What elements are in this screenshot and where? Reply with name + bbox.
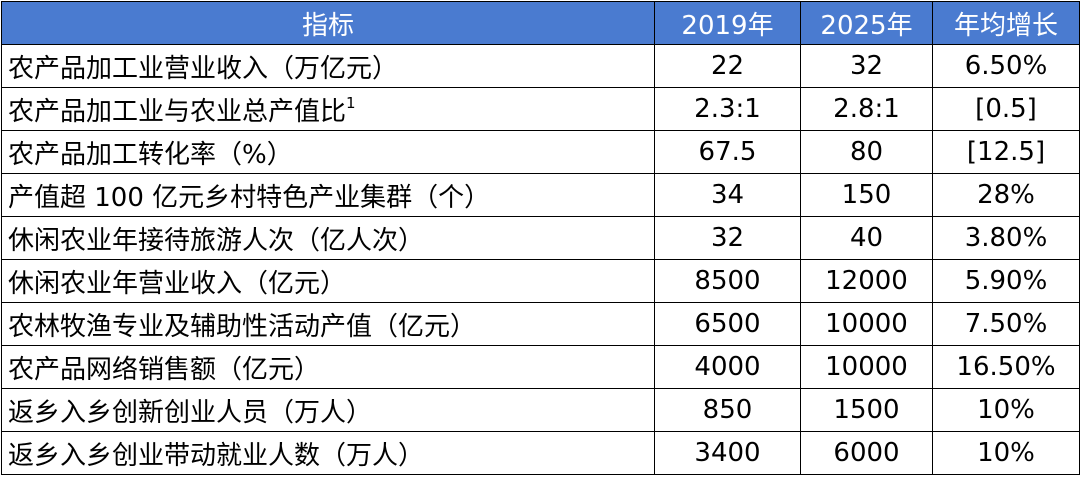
table-row: 农林牧渔专业及辅助性活动产值（亿元） 6500 10000 7.50% — [1, 302, 1080, 346]
value-cell: 34 — [654, 173, 801, 217]
value-cell: 32 — [654, 216, 801, 260]
label-text: 休闲农业年营业收入（亿元） — [8, 268, 347, 299]
row-label: 休闲农业年接待旅游人次（亿人次） — [1, 216, 655, 260]
value-cell: 2.8:1 — [800, 87, 933, 131]
value-cell: 6.50% — [932, 44, 1080, 88]
header-cell: 年均增长 — [932, 1, 1080, 45]
label-text: 农林牧渔专业及辅助性活动产值（亿元） — [8, 311, 477, 342]
header-row: 指标 2019年 2025年 年均增长 — [1, 1, 1080, 45]
table-row: 农产品网络销售额（亿元） 4000 10000 16.50% — [1, 345, 1080, 389]
row-label: 农产品加工业与农业总产值比1 — [1, 87, 655, 131]
value-cell: [0.5] — [932, 87, 1080, 131]
header-cell: 2019年 — [654, 1, 801, 45]
value-cell: 40 — [800, 216, 933, 260]
label-text: 农产品加工业与农业总产值比 — [8, 96, 347, 127]
row-label: 农产品加工转化率（%） — [1, 130, 655, 174]
table-row: 返乡入乡创业带动就业人数（万人） 3400 6000 10% — [1, 431, 1080, 475]
table-row: 返乡入乡创新创业人员（万人） 850 1500 10% — [1, 388, 1080, 432]
row-label: 农林牧渔专业及辅助性活动产值（亿元） — [1, 302, 655, 346]
value-cell: 3.80% — [932, 216, 1080, 260]
value-cell: 32 — [800, 44, 933, 88]
value-cell: 6000 — [800, 431, 933, 475]
value-cell: 67.5 — [654, 130, 801, 174]
table-row: 农产品加工业与农业总产值比1 2.3:1 2.8:1 [0.5] — [1, 87, 1080, 131]
label-text: 休闲农业年接待旅游人次（亿人次） — [8, 225, 425, 256]
value-cell: 4000 — [654, 345, 801, 389]
row-label: 返乡入乡创新创业人员（万人） — [1, 388, 655, 432]
value-cell: 10000 — [800, 345, 933, 389]
row-label: 产值超 100 亿元乡村特色产业集群（个） — [1, 173, 655, 217]
value-cell: 12000 — [800, 259, 933, 303]
value-cell: 1500 — [800, 388, 933, 432]
value-cell: 3400 — [654, 431, 801, 475]
label-text: 农产品加工业营业收入（万亿元） — [8, 53, 399, 84]
row-label: 农产品加工业营业收入（万亿元） — [1, 44, 655, 88]
value-cell: 10% — [932, 388, 1080, 432]
label-text: 返乡入乡创业带动就业人数（万人） — [8, 440, 425, 471]
value-cell: 16.50% — [932, 345, 1080, 389]
value-cell: 8500 — [654, 259, 801, 303]
header-cell: 2025年 — [800, 1, 933, 45]
value-cell: 10000 — [800, 302, 933, 346]
header-cell: 指标 — [1, 1, 655, 45]
value-cell: 2.3:1 — [654, 87, 801, 131]
table-body: 农产品加工业营业收入（万亿元） 22 32 6.50% 农产品加工业与农业总产值比1 2.… — [1, 44, 1080, 475]
value-cell: 5.90% — [932, 259, 1080, 303]
table-row: 农产品加工转化率（%） 67.5 80 [12.5] — [1, 130, 1080, 174]
value-cell: 10% — [932, 431, 1080, 475]
label-text: 农产品网络销售额（亿元） — [8, 354, 321, 385]
label-text: 返乡入乡创新创业人员（万人） — [8, 397, 373, 428]
table-row: 农产品加工业营业收入（万亿元） 22 32 6.50% — [1, 44, 1080, 88]
value-cell: 80 — [800, 130, 933, 174]
label-text: 产值超 100 亿元乡村特色产业集群（个） — [8, 182, 491, 213]
value-cell: 150 — [800, 173, 933, 217]
value-cell: 28% — [932, 173, 1080, 217]
value-cell: [12.5] — [932, 130, 1080, 174]
value-cell: 22 — [654, 44, 801, 88]
value-cell: 850 — [654, 388, 801, 432]
row-label: 返乡入乡创业带动就业人数（万人） — [1, 431, 655, 475]
table-row: 休闲农业年接待旅游人次（亿人次） 32 40 3.80% — [1, 216, 1080, 260]
table-row: 产值超 100 亿元乡村特色产业集群（个） 34 150 28% — [1, 173, 1080, 217]
value-cell: 7.50% — [932, 302, 1080, 346]
footnote-mark: 1 — [346, 93, 356, 112]
indicator-table: 指标 2019年 2025年 年均增长 农产品加工业营业收入（万亿元） 22 32 6.50… — [1, 1, 1080, 475]
table-row: 休闲农业年营业收入（亿元） 8500 12000 5.90% — [1, 259, 1080, 303]
value-cell: 6500 — [654, 302, 801, 346]
label-text: 农产品加工转化率（%） — [8, 139, 293, 170]
row-label: 农产品网络销售额（亿元） — [1, 345, 655, 389]
row-label: 休闲农业年营业收入（亿元） — [1, 259, 655, 303]
